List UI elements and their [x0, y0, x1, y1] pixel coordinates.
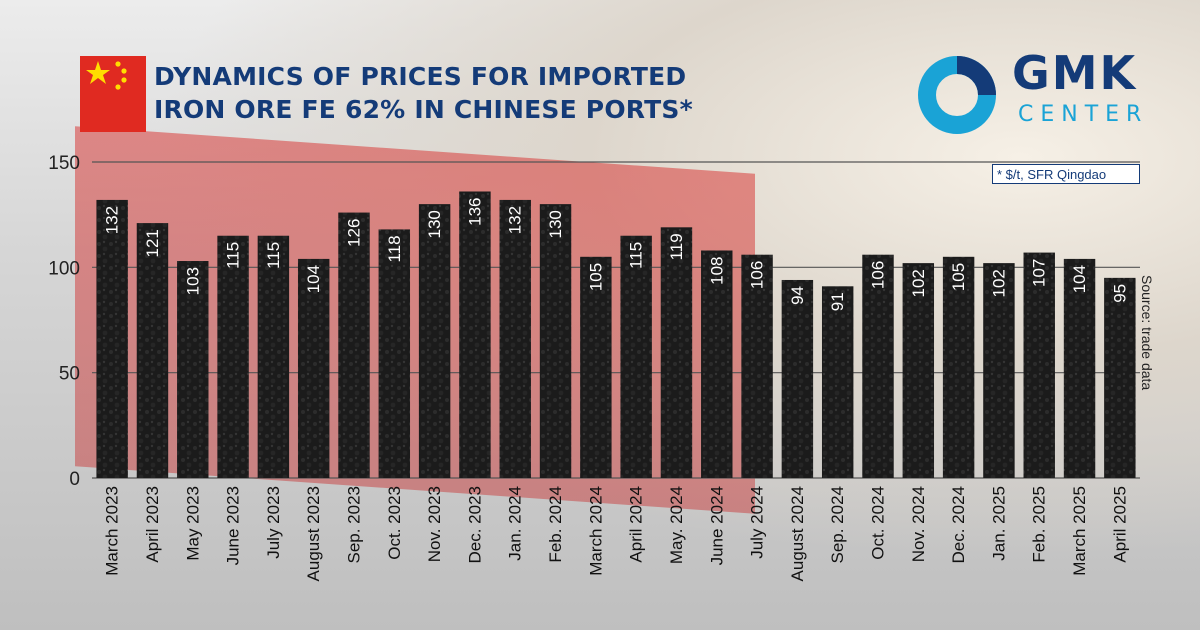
x-tick-label: August 2024 [788, 486, 807, 581]
china-flag-icon [80, 56, 146, 132]
logo-name: GMK [1012, 46, 1138, 100]
bar-value-label: 104 [1070, 265, 1089, 293]
bar [499, 199, 531, 479]
bar-value-label: 108 [707, 256, 726, 284]
header: DYNAMICS OF PRICES FOR IMPORTED IRON ORE… [80, 56, 760, 132]
bar [338, 212, 370, 478]
bar-value-label: 130 [425, 210, 444, 238]
y-axis: 0 50 100 150 [48, 153, 80, 490]
bar-value-label: 106 [748, 261, 767, 289]
bar-value-label: 119 [667, 233, 686, 260]
x-tick-label: March 2023 [103, 486, 122, 576]
logo-sub: CENTER [1018, 102, 1149, 127]
bar-value-label: 132 [103, 206, 122, 234]
x-tick-label: Jan. 2025 [989, 486, 1008, 561]
bar [781, 279, 814, 478]
x-tick-label: Nov. 2023 [425, 486, 444, 562]
bar [1104, 277, 1136, 478]
bar-value-label: 94 [788, 286, 807, 305]
units-note: * $/t, SFR Qingdao [992, 164, 1140, 184]
bar-value-label: 95 [1110, 284, 1129, 303]
x-tick-label: Sep. 2023 [345, 486, 364, 564]
y-tick-label: 50 [59, 364, 80, 385]
x-tick-label: Oct. 2024 [869, 486, 888, 560]
x-tick-label: June 2024 [707, 486, 726, 565]
y-tick-label: 0 [69, 469, 80, 490]
y-tick-label: 100 [48, 258, 80, 279]
bar-value-label: 118 [385, 235, 404, 262]
x-tick-label: Feb. 2024 [546, 486, 565, 563]
bar-value-label: 121 [143, 229, 162, 257]
bar [862, 254, 894, 478]
bar [660, 227, 693, 478]
x-tick-label: Feb. 2025 [1030, 486, 1049, 563]
title-line-2: IRON ORE FE 62% IN CHINESE PORTS* [154, 95, 693, 124]
bar [821, 286, 854, 478]
bar [378, 229, 411, 478]
grid-lines [92, 161, 1140, 479]
bar-value-label: 103 [183, 267, 202, 295]
y-tick-label: 150 [48, 153, 80, 174]
bar-value-label: 136 [465, 197, 484, 225]
bar-value-label: 107 [1030, 259, 1049, 287]
bar [580, 256, 612, 478]
bar-value-label: 132 [506, 206, 525, 234]
bar [902, 263, 935, 478]
x-tick-label: April 2023 [143, 486, 162, 563]
x-tick-label: March 2025 [1070, 486, 1089, 576]
x-tick-label: May. 2024 [667, 486, 686, 564]
x-tick-label: June 2023 [224, 486, 243, 565]
title-line-1: DYNAMICS OF PRICES FOR IMPORTED [154, 62, 687, 91]
bar [942, 256, 975, 478]
bar-value-label: 105 [586, 263, 605, 291]
bar [418, 204, 451, 478]
x-tick-label: Nov. 2024 [909, 486, 928, 562]
x-tick-label: July 2024 [748, 486, 767, 559]
bar-value-label: 106 [869, 261, 888, 289]
bar [1023, 252, 1055, 478]
bar [1063, 258, 1096, 478]
bar [257, 235, 290, 478]
chart-title: DYNAMICS OF PRICES FOR IMPORTED IRON ORE… [154, 60, 693, 126]
bar [539, 204, 572, 478]
x-tick-label: Oct. 2023 [385, 486, 404, 560]
bar [741, 254, 773, 478]
x-axis: March 2023 April 2023 May 2023 June 2023 Jul… [103, 486, 1130, 581]
gmk-logo: GMK CENTER [912, 46, 1162, 140]
bar-value-label: 105 [949, 263, 968, 291]
bar [459, 191, 491, 478]
bar-value-label: 102 [909, 269, 928, 297]
x-tick-label: Sep. 2024 [828, 486, 847, 564]
bar [297, 258, 330, 478]
x-tick-label: May 2023 [183, 486, 202, 561]
bar-value-label: 104 [304, 265, 323, 293]
bar-value-label: 102 [989, 269, 1008, 297]
bar-value-label: 115 [627, 242, 646, 269]
gmk-logo-icon [918, 56, 996, 134]
x-tick-label: Dec. 2023 [465, 486, 484, 563]
bar [177, 261, 209, 478]
x-tick-label: Jan. 2024 [506, 486, 525, 561]
bar-value-label: 130 [546, 210, 565, 238]
x-tick-label: July 2023 [264, 486, 283, 559]
x-tick-label: April 2024 [627, 486, 646, 563]
bar-value-label: 115 [224, 242, 243, 269]
x-tick-label: March 2024 [586, 486, 605, 576]
bar [217, 235, 249, 478]
bar [620, 235, 652, 478]
bars: 132 121 103 115 115 104 126 118 130 136 132 130 105 1… [96, 191, 1136, 479]
x-tick-label: Dec. 2024 [949, 486, 968, 564]
bar [701, 250, 733, 478]
x-tick-label: April 2025 [1110, 486, 1129, 563]
bar-value-label: 91 [828, 292, 847, 311]
bar [983, 263, 1015, 478]
bar [96, 199, 128, 479]
bar [136, 223, 169, 478]
bar-value-label: 115 [264, 242, 283, 269]
x-tick-label: August 2023 [304, 486, 323, 581]
bar-value-label: 126 [345, 219, 364, 247]
